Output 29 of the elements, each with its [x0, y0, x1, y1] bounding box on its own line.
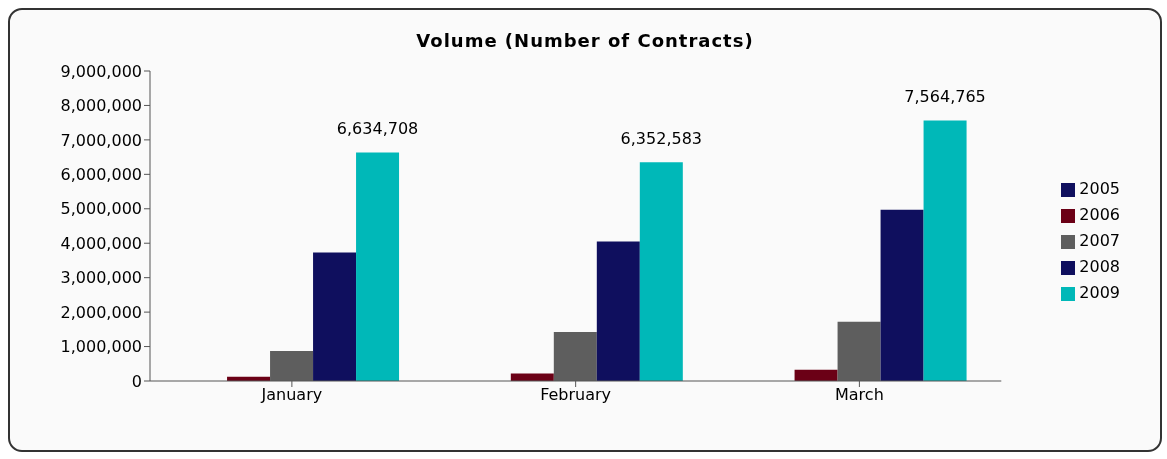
y-tick-label: 8,000,000	[60, 96, 142, 116]
data-label: 7,564,765	[904, 87, 986, 107]
y-tick-label: 2,000,000	[60, 302, 142, 322]
y-tick-label: 6,000,000	[60, 165, 142, 185]
chart-title: Volume (Number of Contracts)	[415, 29, 755, 51]
y-tick-label: 1,000,000	[60, 337, 142, 357]
x-tick-label: January	[260, 385, 323, 405]
data-label: 6,634,708	[336, 119, 419, 139]
bar	[510, 373, 554, 381]
bar	[923, 120, 967, 381]
legend-label: 2007	[1079, 231, 1120, 250]
bar	[356, 152, 400, 381]
bar	[880, 209, 924, 381]
legend-label: 2005	[1079, 179, 1120, 198]
legend-label: 2009	[1079, 283, 1120, 302]
y-tick-label: 7,000,000	[60, 130, 142, 150]
bar	[313, 252, 357, 381]
x-tick-label: March	[835, 385, 884, 405]
y-tick-label: 0	[131, 371, 142, 391]
y-tick-label: 3,000,000	[60, 268, 142, 288]
y-tick-label: 4,000,000	[60, 233, 142, 253]
legend-label: 2008	[1079, 257, 1120, 276]
y-tick-label: 5,000,000	[60, 199, 142, 219]
data-label: 6,352,583	[620, 129, 703, 149]
bar	[596, 241, 640, 381]
bar	[639, 162, 683, 381]
y-tick-label: 9,000,000	[60, 61, 142, 81]
legend-label: 2006	[1079, 205, 1120, 224]
x-tick-label: February	[540, 385, 612, 405]
